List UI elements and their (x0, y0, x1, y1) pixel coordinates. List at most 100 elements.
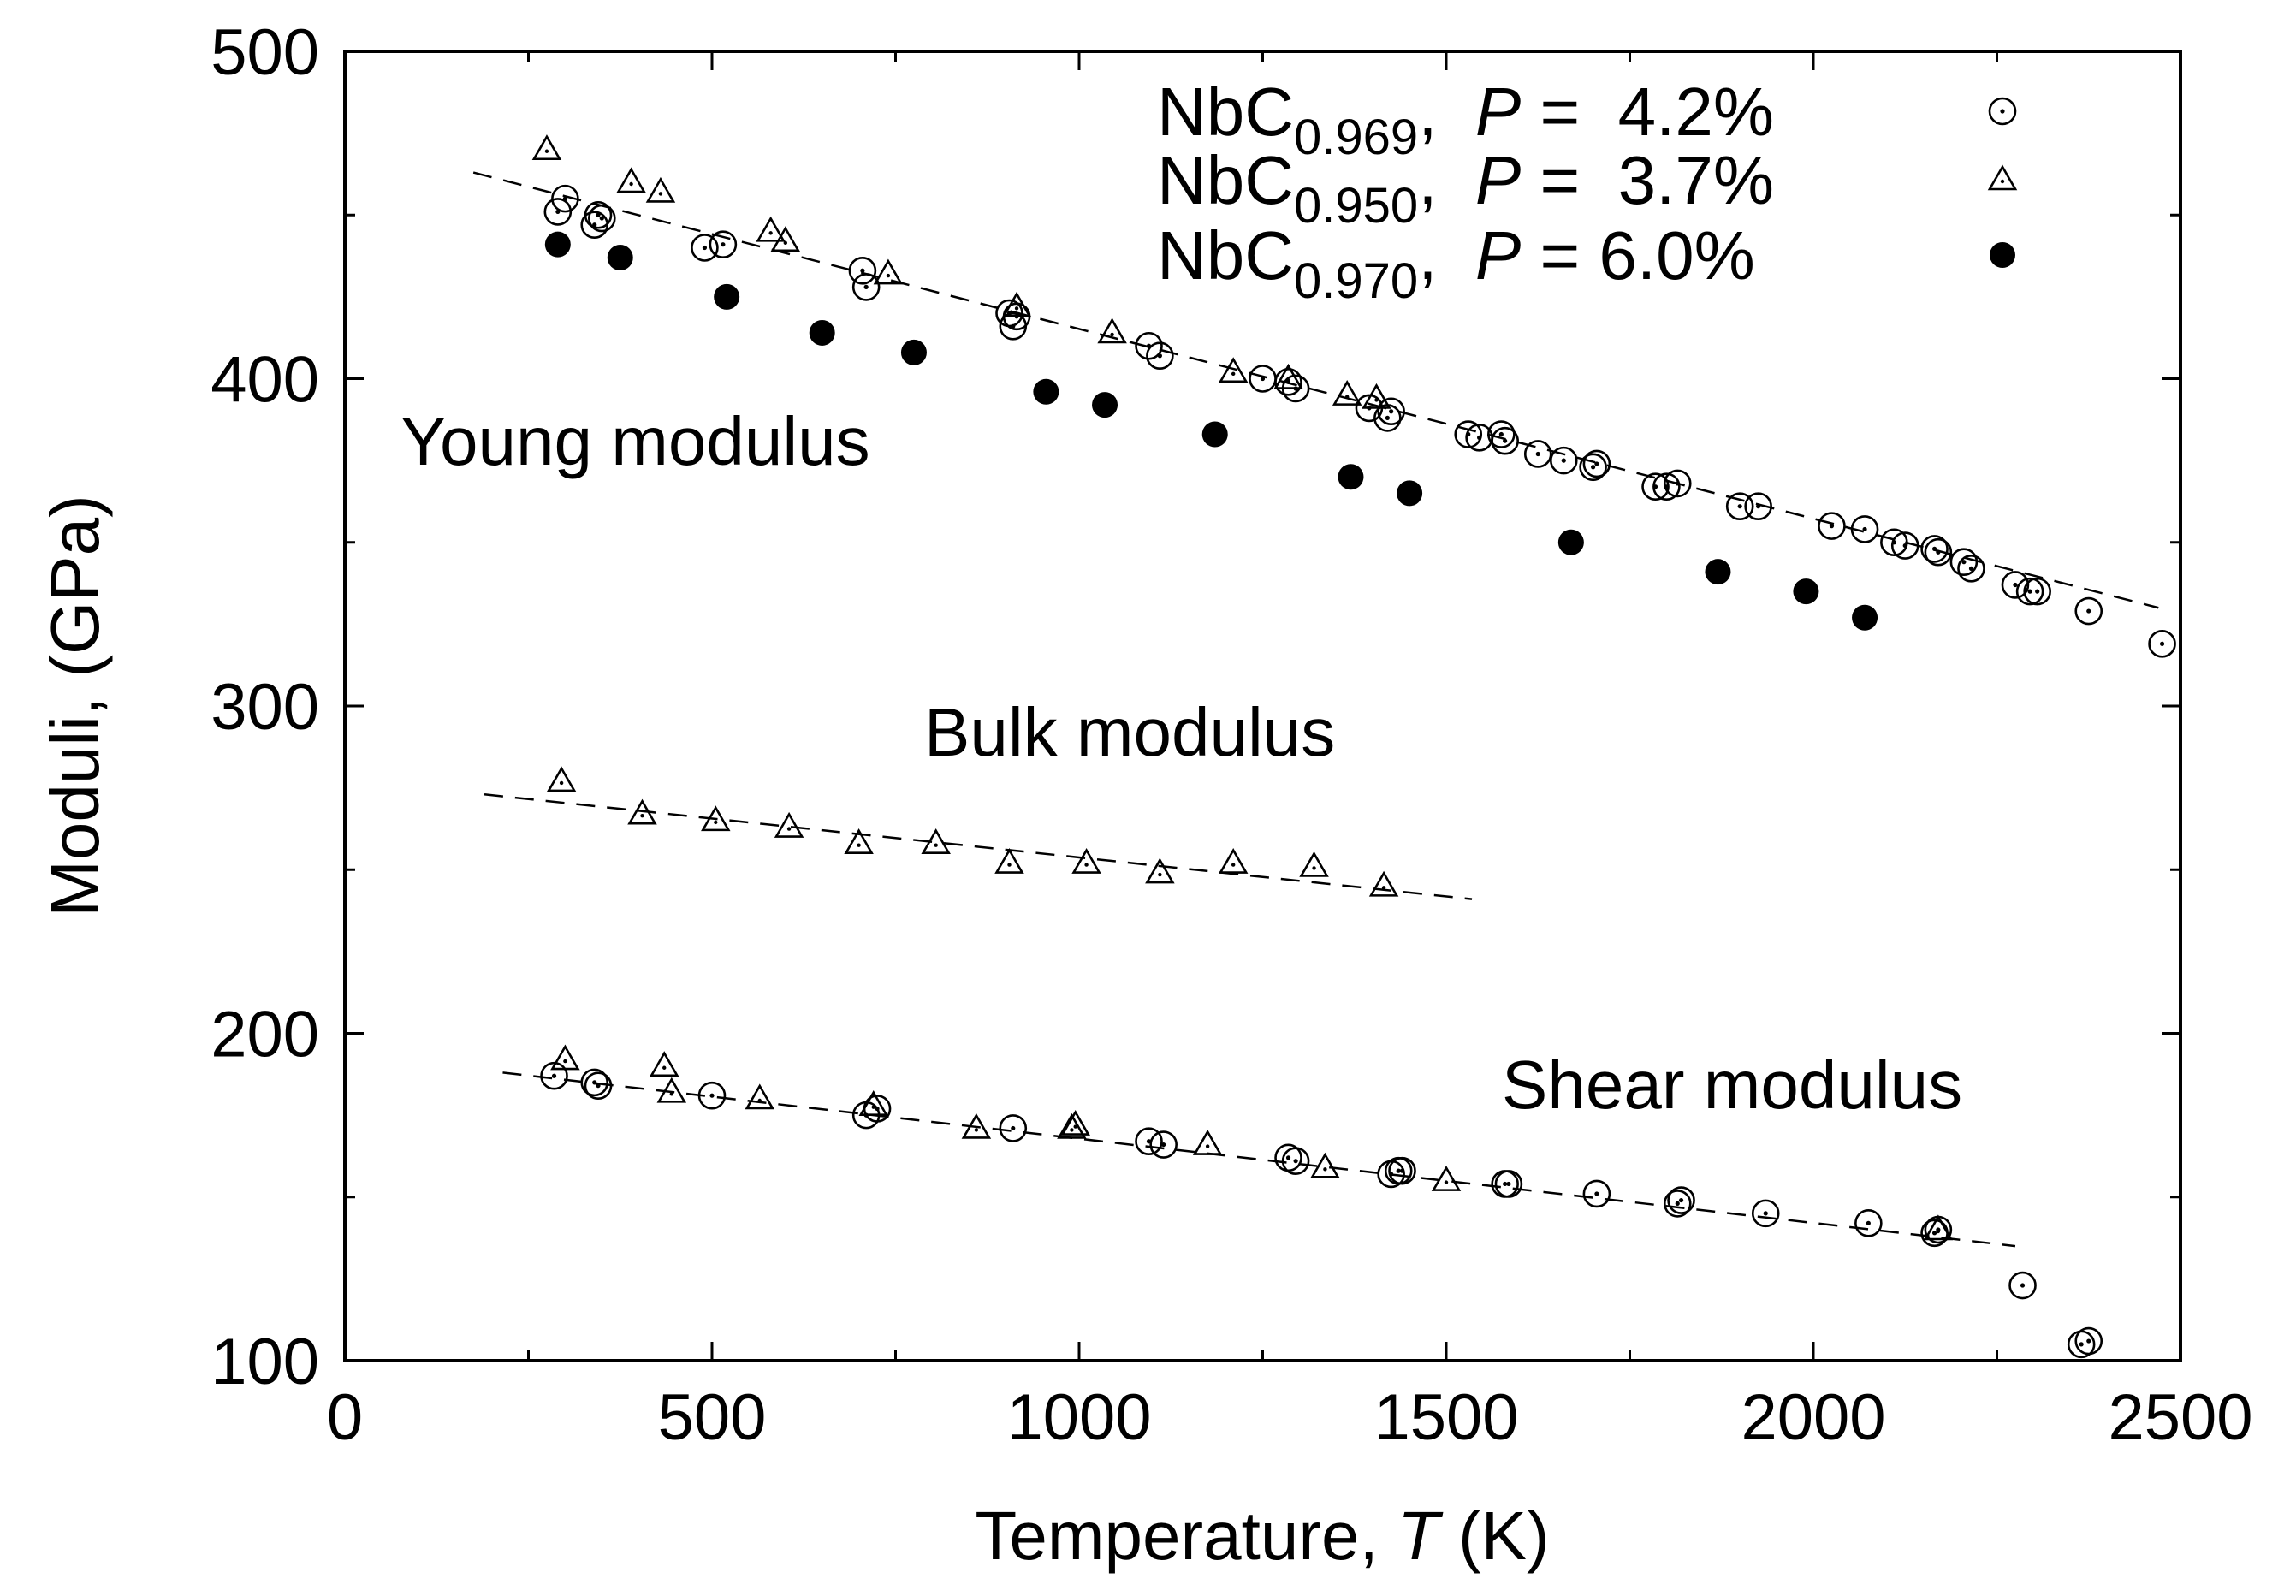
marker-dot (1293, 1159, 1298, 1164)
marker-triangle (1218, 357, 1249, 383)
marker-triangle (756, 216, 786, 242)
data-point (1249, 365, 1277, 393)
data-point (1192, 1129, 1223, 1155)
data-point (701, 805, 731, 832)
data-point (1890, 531, 1919, 560)
fit-line (472, 171, 2159, 609)
x-axis-title: Temperature, T (K) (975, 1498, 1549, 1574)
marker-ring (1744, 492, 1772, 520)
marker-dot (669, 1092, 674, 1096)
data-point (1033, 378, 1059, 405)
data-point (691, 234, 719, 262)
marker-dot (863, 284, 869, 289)
legend-subscript: 0.950 (1294, 178, 1418, 234)
marker-dot (1931, 1231, 1937, 1236)
marker-dot (757, 1098, 762, 1103)
marker-dot (1374, 398, 1379, 402)
marker-ring (691, 234, 719, 262)
marker-dot (1007, 863, 1012, 867)
marker-dot (1503, 1181, 1508, 1187)
marker-dot (1594, 1191, 1599, 1196)
marker-dot (2020, 1283, 2026, 1288)
data-point (1377, 397, 1405, 426)
y-tick-label: 400 (211, 344, 319, 417)
marker-triangle (844, 828, 874, 854)
data-point (645, 176, 676, 203)
marker-dot (2013, 582, 2018, 588)
marker-dot (1675, 481, 1680, 486)
marker-ring (1494, 1170, 1523, 1198)
data-point (900, 339, 927, 365)
marker-dot (1161, 1142, 1166, 1148)
marker-ring (1988, 97, 2017, 126)
data-point (1818, 512, 1846, 540)
data-point (2074, 596, 2103, 626)
marker-dot (1503, 438, 1508, 443)
legend-base: NbC (1157, 142, 1294, 218)
data-point (1725, 492, 1754, 520)
marker-ring (2015, 577, 2044, 606)
marker-triangle (550, 1044, 580, 1071)
marker-dot (1961, 560, 1967, 565)
data-point (1487, 420, 1516, 448)
marker-triangle (627, 798, 657, 825)
legend-p: P (1475, 142, 1521, 218)
marker-dot (629, 181, 633, 187)
data-point (1145, 857, 1175, 884)
marker-dot (1231, 371, 1236, 377)
marker-dot (596, 1083, 601, 1089)
marker-dot (563, 1059, 567, 1064)
legend-label: NbC0.970, P = 6.0% (1157, 217, 1755, 309)
marker-dot (551, 1073, 557, 1078)
marker-dot (2035, 589, 2040, 594)
data-point (1854, 1209, 1883, 1237)
data-point (1523, 440, 1552, 468)
marker-ring (1549, 446, 1578, 475)
marker-dot (640, 814, 644, 818)
marker-triangle (531, 134, 562, 161)
marker-triangle (1368, 870, 1399, 897)
data-point (1957, 555, 1985, 583)
legend-value: = 6.0% (1521, 217, 1755, 294)
marker-dot (1594, 461, 1599, 466)
data-point (1097, 317, 1127, 344)
marker-dot (1444, 1180, 1449, 1184)
data-point (587, 204, 616, 233)
legend-comma: , (1418, 142, 1475, 218)
marker-dot (871, 1105, 875, 1109)
marker-ring (1377, 397, 1405, 426)
marker-dot (1756, 504, 1761, 509)
marker-ring (1135, 331, 1163, 360)
marker-dot (1285, 1155, 1291, 1160)
marker-dot (544, 149, 549, 153)
data-point (1852, 604, 1878, 631)
marker-triangle (1310, 1152, 1340, 1178)
legend-p: P (1475, 217, 1521, 294)
marker-dot (1561, 458, 1566, 463)
data-point (994, 847, 1024, 874)
marker-dot (974, 1128, 979, 1132)
data-point (1332, 380, 1362, 406)
marker-dot (562, 196, 568, 201)
data-points (531, 134, 2176, 1359)
y-tick-label: 500 (211, 16, 319, 89)
marker-dot (1829, 524, 1835, 529)
x-tick-label: 500 (658, 1381, 767, 1454)
data-point (1362, 383, 1391, 409)
marker-dot (1968, 566, 1974, 571)
data-point (2074, 1326, 2103, 1356)
marker-dot (1260, 376, 1266, 382)
marker-triangle (1001, 291, 1032, 317)
data-point (1338, 464, 1364, 490)
marker-triangle (961, 1112, 992, 1139)
marker-ring (2008, 1271, 2037, 1300)
legend-value: = 4.2% (1521, 74, 1774, 150)
marker-dot (721, 242, 726, 247)
marker-ring (1582, 1179, 1611, 1208)
data-point (1310, 1152, 1340, 1178)
data-point (1579, 453, 1607, 482)
marker-dot (709, 1093, 715, 1098)
marker-triangle (921, 828, 951, 854)
data-point (848, 256, 877, 285)
legend-base: NbC (1157, 217, 1294, 294)
